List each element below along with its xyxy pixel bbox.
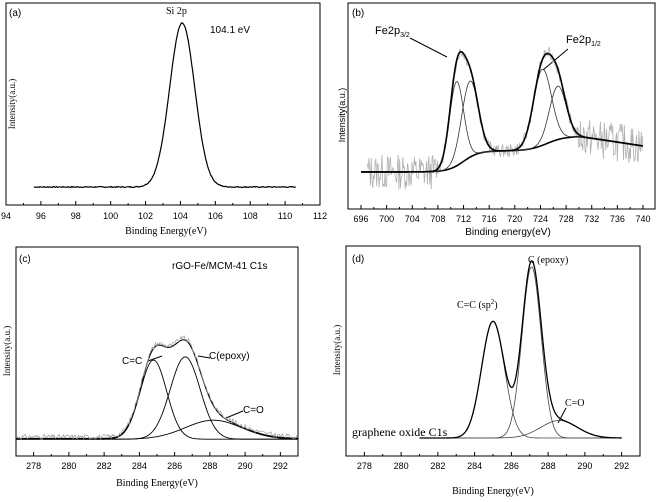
panel-c: (c) rGO-Fe/MCM-41 C1s C=C C(epoxy) C=O 2… — [2, 246, 299, 489]
panel-b-xtick-label: 704 — [405, 214, 420, 224]
panel-b-xtick-label: 700 — [379, 214, 394, 224]
panel-b-xtick-label: 712 — [456, 214, 471, 224]
panel-a-label: (a) — [9, 8, 21, 19]
panel-a-xtick-label: 102 — [138, 211, 153, 221]
panel-b-ylabel: Intensity(a.u.) — [337, 88, 347, 143]
panel-b-xtick-label: 724 — [533, 214, 548, 224]
panel-c-xtick-label: 290 — [238, 461, 253, 471]
panel-b-xtick-label: 732 — [584, 214, 599, 224]
panel-c-xtick-label: 282 — [97, 461, 112, 471]
panel-b-xtick-label: 728 — [559, 214, 574, 224]
panel-a-xtick-label: 98 — [71, 211, 81, 221]
panel-d-xtick-label: 292 — [614, 461, 629, 471]
panel-c-label: (c) — [19, 254, 31, 265]
panel-b-xlabel: Binding energy(eV) — [465, 227, 551, 238]
panel-a-xlabel: Binding Energy(eV) — [125, 226, 207, 237]
panel-d-series-epoxy — [419, 266, 622, 439]
panel-c-xtick-label: 284 — [132, 461, 147, 471]
panel-a-xtick-label: 100 — [103, 211, 118, 221]
panel-c-xtick-label: 288 — [202, 461, 217, 471]
panel-a-peak-energy: 104.1 eV — [210, 25, 250, 36]
panel-c-series-cc — [16, 359, 298, 440]
panel-b-arrow-1 — [409, 37, 448, 58]
panel-d-xtick-label: 288 — [541, 461, 556, 471]
panel-b-series-fe2p12-b — [506, 85, 609, 152]
panel-a-peak-name: Si 2p — [166, 6, 187, 17]
panel-a-ylabel: Intensity(a.u.) — [7, 79, 17, 129]
panel-b-series-fe2p32-a — [405, 81, 508, 173]
panel-b-xtick-label: 696 — [353, 214, 368, 224]
panel-c-peak-label-co: C=O — [243, 405, 264, 416]
panel-b-xtick-label: 740 — [635, 214, 650, 224]
panel-a-xtick-label: 112 — [313, 211, 327, 221]
panel-b-xtick-label: 720 — [507, 214, 522, 224]
panel-b-label: (b) — [352, 8, 364, 19]
panel-a-xtick-label: 106 — [208, 211, 223, 221]
panel-c-ylabel: Intensity(a.u.) — [2, 326, 12, 376]
panel-d-xtick-label: 290 — [577, 461, 592, 471]
panel-b-annotation-fe2p12: Fe2p1/2 — [566, 34, 601, 48]
panel-c-arrow-co — [225, 410, 244, 419]
panel-c-xtick-label: 280 — [61, 461, 76, 471]
panel-d-peak-label-cc: C=C (sp2) — [457, 298, 498, 311]
panel-a-xtick-label: 108 — [243, 211, 258, 221]
panel-a-frame — [5, 2, 321, 206]
panel-b-series-envelope — [361, 50, 643, 173]
panel-d-xlabel: Binding Energy(eV) — [452, 486, 534, 497]
panel-d-peak-label-epoxy: C (epoxy) — [528, 255, 568, 266]
panel-d-label: (d) — [352, 254, 364, 265]
panel-d-peak-label-co: C=O — [565, 398, 585, 409]
panel-c-title: rGO-Fe/MCM-41 C1s — [172, 261, 268, 272]
panel-c-series-envelope — [16, 339, 299, 439]
panel-b: (b) Fe2p3/2 Fe2p1/2 696 700 704 708 712 716 72… — [337, 2, 656, 238]
panel-a-xtick-label: 110 — [278, 211, 292, 221]
panel-c-xlabel: Binding Energy(eV) — [116, 478, 198, 489]
panel-c-series-raw — [15, 335, 298, 441]
panel-d-ylabel: Intensity(a.u.) — [332, 325, 342, 375]
panel-b-xtick-label: 708 — [430, 214, 445, 224]
panel-d-xtick-label: 282 — [430, 461, 445, 471]
panel-d-series-envelope — [419, 260, 622, 439]
panel-a-xtick-label: 94 — [1, 211, 11, 221]
panel-c-arrow-cc — [147, 355, 163, 362]
panel-b-annotation-fe2p32: Fe2p3/2 — [375, 25, 410, 39]
panel-d-title: graphene oxide C1s — [352, 425, 448, 439]
panel-b-xtick-label: 736 — [610, 214, 625, 224]
panel-a-xtick-label: 104 — [173, 211, 188, 221]
panel-b-arrow-2 — [542, 48, 569, 71]
panel-b-series-raw — [367, 46, 644, 190]
panel-c-series-epoxy — [16, 356, 298, 440]
panel-b-series-fe2p12-a — [491, 68, 594, 152]
panel-a: (a) Si 2p 104.1 eV 94 96 98 100 102 104 106 108… — [1, 2, 327, 237]
panel-d-xtick-label: 278 — [357, 461, 372, 471]
panel-d-series-co — [419, 420, 622, 439]
panel-c-xtick-label: 286 — [167, 461, 182, 471]
panel-c-peak-label-cc: C=C — [122, 356, 142, 367]
panel-d-xtick-label: 284 — [467, 461, 482, 471]
panel-a-xtick-label: 96 — [36, 211, 46, 221]
panel-c-xtick-label: 278 — [26, 461, 41, 471]
panel-c-xtick-label: 292 — [273, 461, 288, 471]
panel-a-series-si2p — [33, 22, 296, 189]
panel-b-xtick-label: 716 — [482, 214, 497, 224]
panel-d-xtick-label: 280 — [394, 461, 409, 471]
panel-c-series-co — [16, 419, 299, 440]
panel-d-xtick-label: 286 — [504, 461, 519, 471]
panel-d: (d) graphene oxide C1s C=C (sp2) C (epox… — [332, 245, 641, 497]
panel-c-peak-label-epoxy: C(epoxy) — [209, 351, 250, 362]
panel-c-arrow-epoxy — [197, 355, 211, 359]
